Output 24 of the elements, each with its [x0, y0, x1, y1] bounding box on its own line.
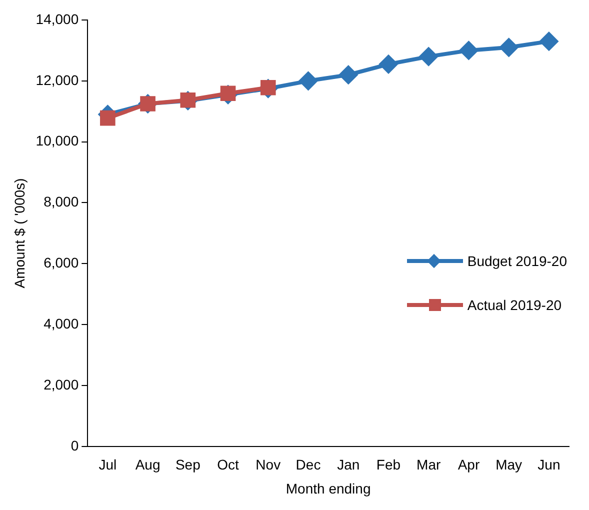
legend-label: Budget 2019-20 [467, 253, 567, 269]
y-tick-label: 10,000 [36, 132, 79, 149]
y-tick-label: 6,000 [44, 254, 79, 271]
x-tick-label: Aug [135, 456, 160, 473]
y-tick-label: 14,000 [36, 10, 79, 27]
x-tick-label: Mar [416, 456, 441, 473]
x-tick-label: Apr [458, 456, 480, 473]
y-tick-label: 4,000 [44, 315, 79, 332]
x-tick-label: Sep [175, 456, 201, 473]
y-tick-label: 2,000 [44, 376, 79, 392]
x-tick-label: Oct [217, 456, 240, 473]
x-tick-label: Jun [538, 456, 560, 473]
x-tick-label: Dec [296, 456, 321, 473]
legend-label: Actual 2019-20 [467, 297, 562, 313]
x-axis-title: Month ending [286, 480, 371, 496]
y-tick-label: 12,000 [36, 72, 79, 88]
x-tick-label: Jul [98, 456, 117, 473]
y-tick-label: 8,000 [44, 194, 79, 210]
y-axis-title: Amount $ ( '000s) [11, 178, 28, 288]
y-tick-label: 0 [70, 437, 79, 454]
x-tick-label: Nov [256, 456, 281, 473]
x-tick-label: Feb [376, 456, 401, 473]
x-tick-label: May [496, 456, 522, 473]
x-tick-label: Jan [337, 456, 360, 473]
